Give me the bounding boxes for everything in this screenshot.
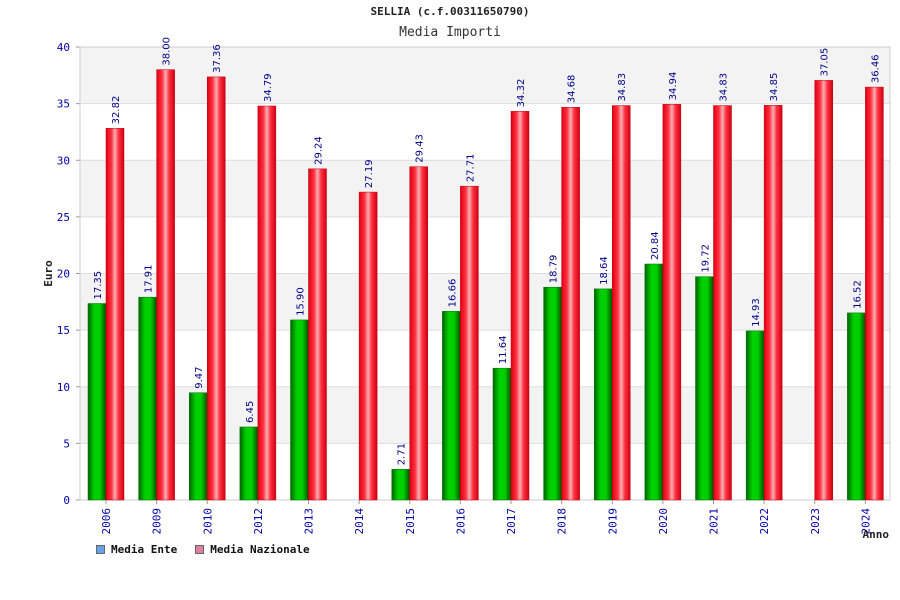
- data-label-media-nazionale-2021: 34.83: [719, 73, 730, 102]
- x-tick-label-2014: 2014: [353, 508, 366, 535]
- x-tick-label-2019: 2019: [606, 508, 619, 535]
- y-axis-label: Euro: [42, 260, 55, 287]
- y-tick-label: 30: [57, 154, 70, 167]
- bar-media-nazionale-2019: [612, 105, 631, 501]
- x-tick-label-2013: 2013: [303, 508, 316, 535]
- data-label-media-nazionale-2012: 34.79: [263, 73, 274, 102]
- bar-media-nazionale-2013: [308, 168, 327, 501]
- x-tick-label-2017: 2017: [505, 508, 518, 535]
- bar-media-ente-2016: [442, 311, 461, 501]
- bar-media-nazionale-2015: [409, 166, 428, 501]
- bar-media-ente-2022: [745, 330, 765, 501]
- bar-media-nazionale-2018: [561, 106, 580, 501]
- bar-media-ente-2020: [644, 263, 664, 501]
- y-tick-label: 10: [57, 381, 70, 394]
- bar-media-ente-2017: [492, 367, 512, 501]
- x-tick-label-2018: 2018: [556, 508, 569, 535]
- data-label-media-ente-2020: 20.84: [650, 231, 661, 260]
- data-label-media-ente-2024: 16.52: [852, 280, 863, 309]
- x-axis-label: Anno: [863, 528, 890, 541]
- chart-subtitle: Media Importi: [399, 25, 501, 40]
- bar-media-nazionale-2020: [662, 104, 682, 501]
- x-tick-label-2012: 2012: [252, 508, 265, 535]
- plot-border: [79, 46, 891, 501]
- bar-media-ente-2006: [87, 303, 107, 501]
- bar-media-ente-2015: [391, 469, 410, 501]
- y-tick-label: 35: [57, 98, 70, 111]
- x-tick-label-2023: 2023: [809, 508, 822, 535]
- data-label-media-nazionale-2010: 37.36: [212, 44, 223, 73]
- bar-media-nazionale-2012: [257, 105, 277, 501]
- x-tick-label-2022: 2022: [758, 508, 771, 535]
- y-tick-label: 5: [63, 437, 70, 450]
- data-label-media-ente-2015: 2.71: [397, 443, 408, 465]
- bar-media-nazionale-2009: [156, 69, 175, 501]
- x-tick-label-2009: 2009: [151, 508, 164, 535]
- y-tick-label: 40: [57, 41, 70, 54]
- data-label-media-ente-2017: 11.64: [498, 336, 509, 365]
- chart-title: SELLIA (c.f.00311650790): [370, 5, 530, 18]
- bar-media-nazionale-2017: [510, 111, 530, 501]
- data-label-media-nazionale-2019: 34.83: [617, 73, 628, 102]
- data-label-media-nazionale-2020: 34.94: [668, 72, 679, 101]
- chart-legend: Media Ente Media Nazionale: [96, 543, 310, 556]
- data-label-media-ente-2018: 18.79: [549, 255, 560, 284]
- y-tick-label: 25: [57, 211, 70, 224]
- x-tick-label-2015: 2015: [404, 508, 417, 535]
- legend-swatch-media-nazionale: [195, 545, 205, 554]
- data-label-media-nazionale-2013: 29.24: [314, 136, 325, 165]
- data-label-media-nazionale-2023: 37.05: [820, 48, 831, 77]
- data-label-media-ente-2013: 15.90: [296, 287, 307, 316]
- x-tick-label-2021: 2021: [708, 508, 721, 535]
- data-label-media-nazionale-2014: 27.19: [364, 159, 375, 188]
- x-tick-label-2024: 2024: [859, 508, 872, 535]
- data-label-media-nazionale-2006: 32.82: [111, 96, 122, 125]
- bar-media-ente-2019: [594, 288, 613, 501]
- bar-media-nazionale-2023: [814, 80, 833, 501]
- data-label-media-nazionale-2022: 34.85: [769, 73, 780, 102]
- bar-media-nazionale-2010: [207, 76, 226, 501]
- bar-media-ente-2018: [543, 286, 562, 501]
- legend-swatch-media-ente: [96, 545, 105, 554]
- y-tick-label: 20: [57, 268, 70, 281]
- bar-media-ente-2024: [847, 312, 866, 501]
- data-label-media-ente-2022: 14.93: [751, 298, 762, 327]
- data-label-media-nazionale-2009: 38.00: [162, 37, 173, 66]
- data-label-media-ente-2012: 6.45: [245, 401, 256, 423]
- y-tick-label: 0: [63, 494, 70, 507]
- data-label-media-nazionale-2016: 27.71: [465, 154, 476, 183]
- x-tick-label-2020: 2020: [657, 508, 670, 535]
- bar-media-nazionale-2014: [358, 191, 378, 501]
- legend-label-media-ente: Media Ente: [111, 543, 178, 556]
- data-label-media-ente-2009: 17.91: [144, 265, 155, 294]
- data-label-media-ente-2006: 17.35: [93, 271, 104, 300]
- data-label-media-ente-2021: 19.72: [701, 244, 712, 273]
- bar-media-nazionale-2024: [865, 86, 884, 501]
- data-label-media-nazionale-2018: 34.68: [567, 75, 578, 104]
- data-label-media-ente-2016: 16.66: [447, 279, 458, 308]
- legend-item-media-ente: Media Ente: [96, 543, 177, 556]
- bar-media-nazionale-2006: [105, 128, 125, 501]
- x-tick-label-2016: 2016: [454, 508, 467, 535]
- bar-media-ente-2021: [695, 276, 714, 501]
- x-tick-label-2010: 2010: [201, 508, 214, 535]
- data-label-media-nazionale-2015: 29.43: [415, 134, 426, 163]
- x-tick-label-2006: 2006: [100, 508, 113, 535]
- bar-media-nazionale-2021: [713, 105, 732, 501]
- bar-media-ente-2009: [138, 296, 157, 501]
- legend-label-media-nazionale: Media Nazionale: [210, 543, 310, 556]
- data-label-media-ente-2019: 18.64: [599, 256, 610, 285]
- bar-media-ente-2010: [189, 392, 208, 501]
- y-tick-label: 15: [57, 324, 70, 337]
- bar-media-ente-2013: [290, 319, 309, 501]
- data-label-media-nazionale-2024: 36.46: [870, 54, 881, 83]
- data-label-media-ente-2010: 9.47: [194, 366, 205, 388]
- bar-media-nazionale-2016: [460, 185, 479, 501]
- data-label-media-nazionale-2017: 34.32: [516, 79, 527, 108]
- legend-item-media-nazionale: Media Nazionale: [195, 543, 310, 556]
- bar-media-nazionale-2022: [763, 105, 783, 501]
- bar-media-ente-2012: [239, 426, 259, 501]
